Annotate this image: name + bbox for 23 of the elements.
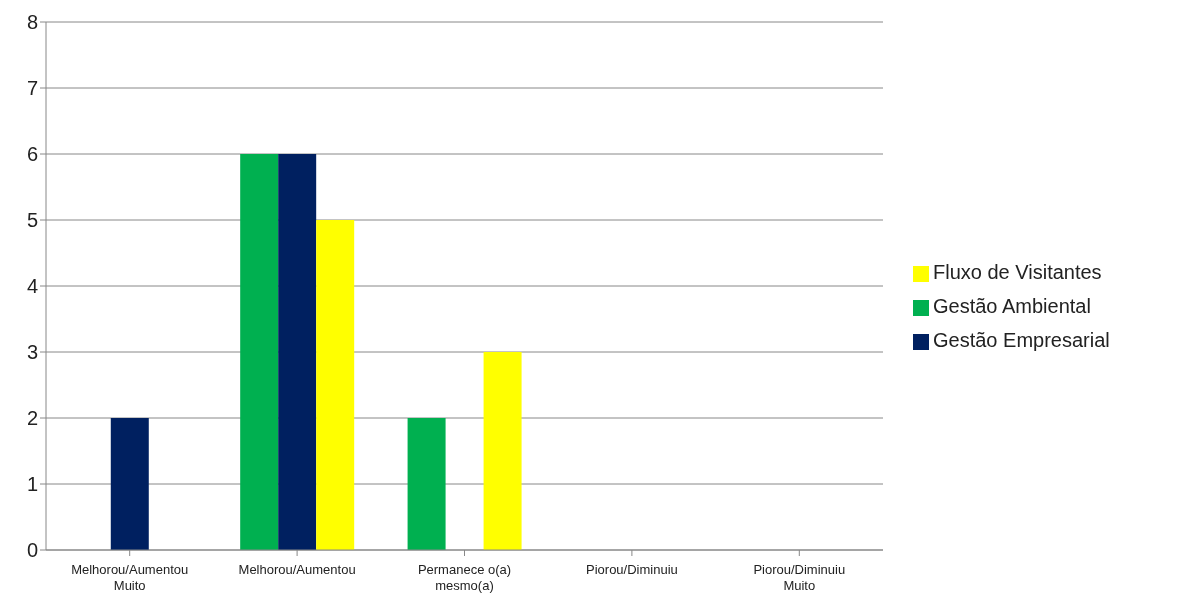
y-tick-label: 6 xyxy=(26,143,38,166)
bar xyxy=(483,352,522,550)
bar xyxy=(316,220,355,550)
legend-label: Gestão Empresarial xyxy=(933,328,1110,351)
y-tick-label: 0 xyxy=(26,539,38,562)
bar xyxy=(407,418,446,550)
x-tick-label: Piorou/Diminuiu xyxy=(586,562,678,577)
y-tick-label: 8 xyxy=(26,11,38,34)
x-tick-label: Melhorou/Aumentou Muito xyxy=(71,562,189,593)
x-tick-label: Permanece o(a) mesmo(a) xyxy=(417,562,512,593)
y-tick-label: 2 xyxy=(26,407,38,430)
y-tick-label: 7 xyxy=(26,77,38,100)
y-tick-label: 1 xyxy=(26,473,38,496)
y-tick-label: 3 xyxy=(26,341,38,364)
y-tick-label: 4 xyxy=(26,275,38,298)
bar xyxy=(240,154,279,550)
legend-label: Gestão Ambiental xyxy=(933,294,1091,317)
x-tick-label: Melhorou/Aumentou xyxy=(238,562,356,577)
bar xyxy=(110,418,149,550)
y-tick-label: 5 xyxy=(26,209,38,232)
legend-label: Fluxo de Visitantes xyxy=(933,260,1102,283)
x-tick-label: Piorou/Diminuiu Muito xyxy=(753,562,846,593)
bar xyxy=(278,154,317,550)
